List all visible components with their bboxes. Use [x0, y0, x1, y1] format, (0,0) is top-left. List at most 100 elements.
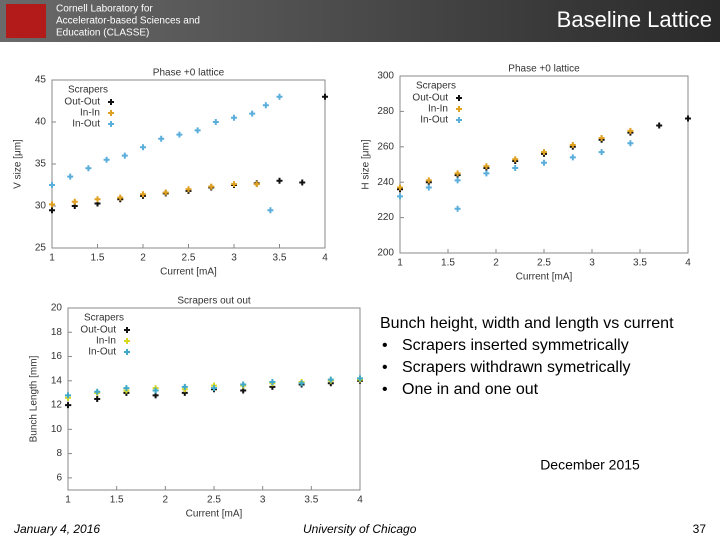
y-tick-label: 280 — [377, 106, 394, 117]
legend-title: Scrapers — [416, 81, 456, 92]
x-tick-label: 4 — [357, 495, 363, 506]
point — [425, 177, 432, 184]
x-tick-label: 1 — [49, 253, 55, 264]
date-note: December 2015 — [540, 457, 640, 473]
point — [140, 144, 146, 151]
point — [276, 93, 283, 100]
y-tick-label: 35 — [35, 159, 47, 170]
point — [194, 127, 201, 134]
point — [152, 387, 159, 394]
y-tick-label: 25 — [35, 243, 47, 254]
x-tick-label: 4 — [685, 258, 691, 269]
y-tick-label: 12 — [51, 400, 63, 411]
x-tick-label: 3 — [260, 495, 266, 506]
bullet-text: Scrapers withdrawn symetrically — [402, 359, 631, 376]
y-tick-label: 30 — [35, 201, 47, 212]
legend-label: In-In — [80, 108, 100, 119]
footer-date: January 4, 2016 — [13, 522, 100, 536]
legend-marker — [108, 99, 114, 105]
x-tick-label: 1.5 — [110, 495, 124, 506]
y-tick-label: 10 — [51, 424, 63, 435]
legend-label: In-In — [428, 104, 448, 115]
bullet: • — [382, 381, 388, 398]
logo — [6, 4, 46, 38]
chart: 1 1.5 2 2.5 3 3.5 4 200 220 240 260 280 300 Phase +0 … — [361, 64, 692, 283]
y-tick-label: 240 — [377, 177, 394, 188]
point — [322, 93, 328, 100]
header-band — [0, 0, 720, 42]
point — [656, 122, 663, 129]
footer-venue: University of Chicago — [303, 522, 417, 536]
point — [627, 140, 634, 147]
point — [512, 156, 519, 163]
y-axis-label: Bunch Length [mm] — [29, 355, 40, 442]
legend-label: Out-Out — [80, 325, 116, 336]
legend-marker — [456, 106, 462, 112]
chart-title: Phase +0 lattice — [153, 68, 225, 79]
point — [158, 135, 165, 142]
point — [397, 184, 403, 191]
y-tick-label: 6 — [56, 473, 62, 484]
point — [240, 381, 247, 388]
y-tick-label: 260 — [377, 141, 394, 152]
legend-label: Out-Out — [412, 93, 448, 104]
point — [541, 159, 547, 166]
point — [425, 184, 432, 191]
chart-title: Phase +0 lattice — [508, 64, 580, 75]
point — [327, 376, 334, 383]
legend-title: Scrapers — [68, 85, 108, 96]
x-tick-label: 2.5 — [537, 258, 551, 269]
point — [298, 380, 305, 387]
point — [49, 207, 55, 214]
point — [65, 402, 71, 409]
x-axis-label: Current [mA] — [186, 509, 243, 520]
point — [181, 383, 188, 390]
org-line: Cornell Laboratory for — [56, 4, 153, 15]
legend-label: Out-Out — [64, 97, 100, 108]
y-tick-label: 8 — [56, 448, 62, 459]
y-tick-label: 45 — [35, 75, 47, 86]
x-tick-label: 2 — [163, 495, 169, 506]
legend-marker — [108, 121, 114, 127]
x-tick-label: 3.5 — [273, 253, 287, 264]
x-tick-label: 2 — [140, 253, 146, 264]
legend-marker — [124, 349, 130, 355]
y-tick-label: 40 — [35, 117, 47, 128]
legend-marker — [124, 327, 130, 333]
chart: 1 1.5 2 2.5 3 3.5 4 6 8 10 12 14 16 18 20 Scrapers out … — [29, 296, 364, 520]
point — [140, 191, 146, 198]
org-line: Education (CLASSE) — [56, 28, 149, 39]
legend-label: In-In — [96, 336, 116, 347]
notes-heading: Bunch height, width and length vs curren… — [380, 315, 674, 332]
x-tick-label: 4 — [322, 253, 328, 264]
point — [454, 177, 461, 184]
point — [569, 154, 576, 161]
point — [249, 110, 256, 117]
legend-title: Scrapers — [84, 313, 124, 324]
point — [49, 182, 55, 188]
page-number: 37 — [693, 522, 707, 536]
y-tick-label: 18 — [51, 327, 63, 338]
slide-title: Baseline Lattice — [557, 7, 712, 32]
point — [123, 385, 130, 392]
y-tick-label: 14 — [51, 375, 63, 386]
legend-marker — [108, 110, 114, 116]
bullet: • — [382, 337, 388, 354]
point — [176, 131, 183, 138]
y-axis-label: H size [μm] — [361, 139, 372, 189]
x-tick-label: 2.5 — [207, 495, 221, 506]
chart: 1 1.5 2 2.5 3 3.5 4 25 30 35 40 45 Phase +0 lattice C… — [13, 68, 329, 278]
point — [598, 149, 605, 156]
point — [121, 152, 128, 159]
point — [357, 375, 363, 382]
x-tick-label: 3 — [231, 253, 237, 264]
x-tick-label: 3.5 — [304, 495, 318, 506]
legend-label: In-Out — [88, 347, 116, 358]
x-tick-label: 1 — [65, 495, 71, 506]
y-tick-label: 220 — [377, 212, 394, 223]
point — [569, 142, 576, 149]
point — [276, 177, 283, 184]
point — [512, 165, 519, 172]
y-tick-label: 16 — [51, 351, 63, 362]
chart-title: Scrapers out out — [177, 296, 251, 307]
